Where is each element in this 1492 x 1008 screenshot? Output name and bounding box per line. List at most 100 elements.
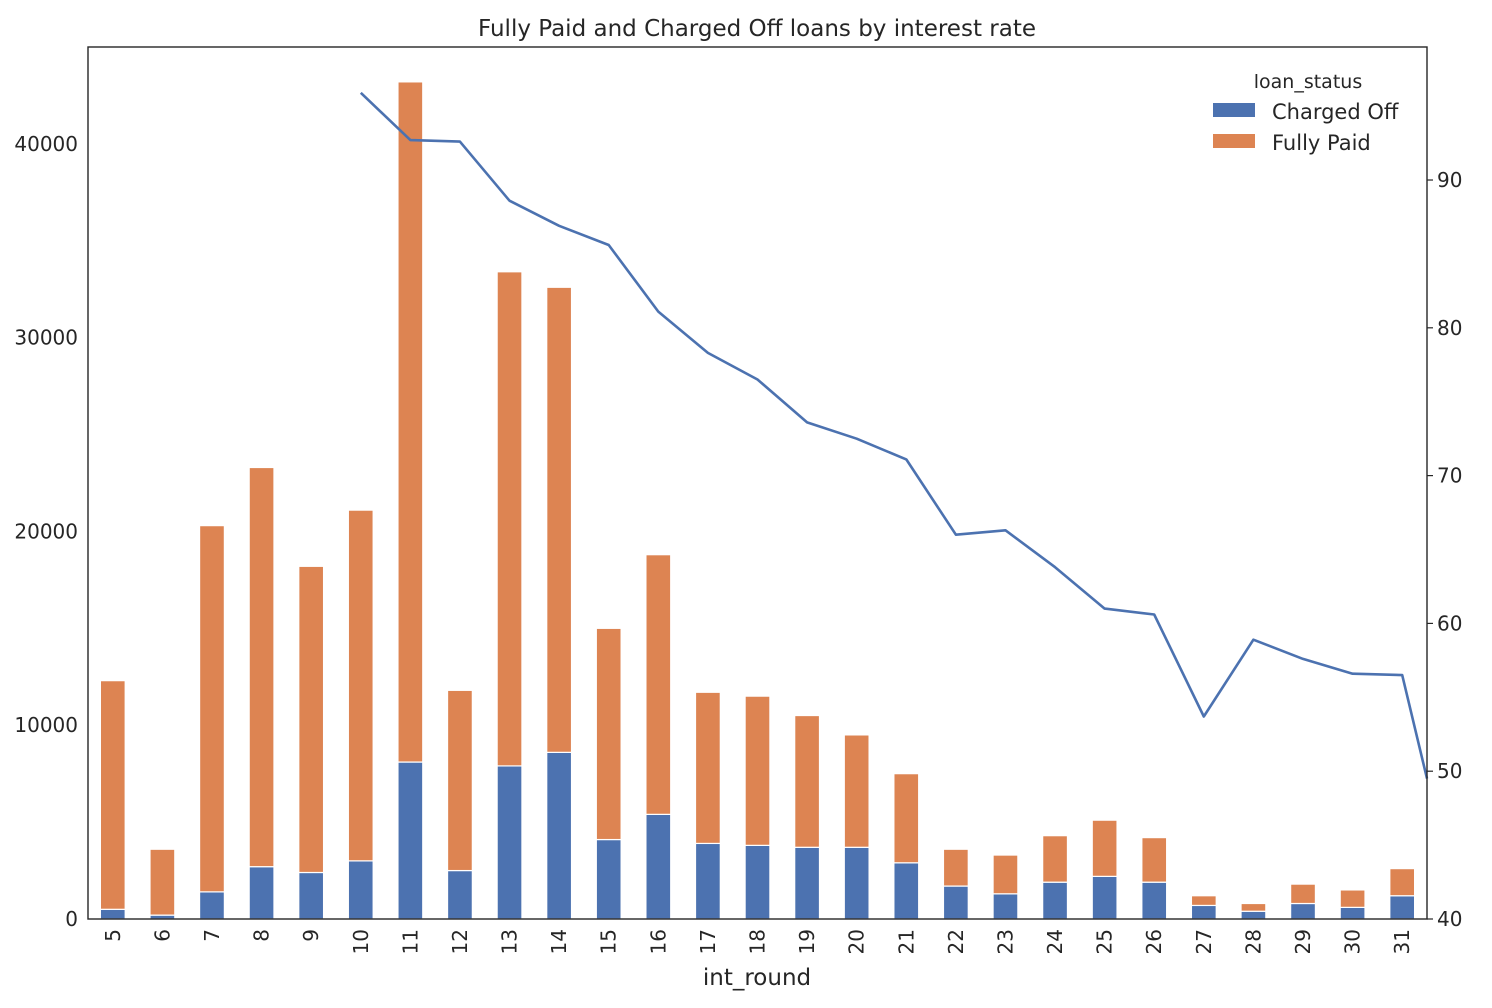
bar-fully-paid-7 (198, 525, 225, 893)
plot-frame (87, 46, 1428, 920)
bar-charged-off-9 (298, 871, 325, 920)
bar-fully-paid-12 (446, 689, 473, 872)
bar-fully-paid-25 (1091, 819, 1118, 877)
bar-fully-paid-16 (645, 554, 672, 815)
bar-charged-off-19 (794, 846, 821, 920)
bar-fully-paid-21 (893, 773, 920, 864)
bar-fully-paid-18 (744, 695, 771, 846)
legend: loan_status Charged Off Fully Paid (1213, 71, 1399, 155)
bar-fully-paid-20 (843, 734, 870, 848)
legend-label-fully-paid: Fully Paid (1272, 131, 1371, 155)
x-axis-ticks: 5 6 7 8 9 10 11 12 13 14 15 16 17 18 19 20 21 22 23 24 25 26 2… (101, 929, 1414, 954)
chart-title: Fully Paid and Charged Off loans by inte… (478, 16, 1036, 42)
bar-fully-paid-10 (347, 509, 374, 862)
y-tick-label-30000: 30000 (14, 326, 78, 350)
bar-charged-off-17 (694, 842, 721, 920)
bar-charged-off-11 (397, 761, 424, 920)
bar-charged-off-27 (1190, 904, 1217, 920)
bar-charged-off-18 (744, 844, 771, 920)
bar-fully-paid-9 (298, 565, 325, 874)
x-tick-label-14: 14 (547, 929, 571, 954)
x-tick-label-15: 15 (597, 929, 621, 954)
legend-swatch-fully-paid (1213, 134, 1255, 148)
bar-fully-paid-11 (397, 81, 424, 763)
bar-fully-paid-22 (942, 848, 969, 887)
bar-charged-off-30 (1339, 906, 1366, 920)
bar-fully-paid-26 (1141, 837, 1168, 883)
x-tick-label-23: 23 (993, 929, 1017, 954)
y-tick-label-40000: 40000 (14, 132, 78, 156)
bar-fully-paid-6 (149, 848, 176, 916)
bar-charged-off-10 (347, 860, 374, 920)
bar-charged-off-5 (99, 908, 126, 920)
x-tick-label-28: 28 (1241, 929, 1265, 954)
bar-fully-paid-17 (694, 691, 721, 845)
bar-fully-paid-31 (1389, 868, 1416, 897)
bar-fully-paid-30 (1339, 889, 1366, 908)
bar-charged-off-20 (843, 846, 870, 920)
bar-charged-off-12 (446, 869, 473, 920)
x-tick-label-27: 27 (1192, 929, 1216, 954)
x-tick-label-6: 6 (150, 929, 174, 942)
x-tick-label-16: 16 (646, 929, 670, 954)
y-tick-label-10000: 10000 (14, 713, 78, 737)
bar-charged-off-13 (496, 765, 523, 920)
bar-charged-off-26 (1141, 881, 1168, 920)
x-tick-label-17: 17 (696, 929, 720, 954)
x-tick-label-21: 21 (894, 929, 918, 954)
bar-fully-paid-13 (496, 271, 523, 767)
y-tick-label-20000: 20000 (14, 519, 78, 543)
bar-fully-paid-27 (1190, 895, 1217, 907)
bar-fully-paid-14 (546, 286, 573, 753)
x-tick-label-22: 22 (944, 929, 968, 954)
bar-charged-off-22 (942, 885, 969, 920)
x-tick-label-20: 20 (845, 929, 869, 954)
bar-fully-paid-15 (595, 627, 622, 841)
x-tick-label-19: 19 (795, 929, 819, 954)
y2-tick-label-60: 60 (1437, 611, 1462, 635)
bar-fully-paid-28 (1240, 902, 1267, 912)
x-tick-label-13: 13 (498, 929, 522, 954)
y-tick-label-0: 0 (65, 907, 78, 931)
y2-axis-ticks: 40 50 60 70 80 90 (1427, 168, 1462, 931)
y2-tick-label-70: 70 (1437, 464, 1462, 488)
x-tick-label-25: 25 (1093, 929, 1117, 954)
x-tick-label-31: 31 (1390, 929, 1414, 954)
x-tick-label-5: 5 (101, 929, 125, 942)
line-layer (359, 91, 1429, 779)
bar-fully-paid-29 (1290, 883, 1317, 905)
bar-fully-paid-23 (992, 854, 1019, 895)
bar-charged-off-31 (1389, 895, 1416, 920)
bar-fully-paid-8 (248, 466, 275, 868)
x-tick-label-8: 8 (250, 929, 274, 942)
bar-fully-paid-24 (1042, 835, 1069, 883)
bar-fully-paid-19 (794, 714, 821, 848)
legend-label-charged-off: Charged Off (1272, 100, 1399, 124)
x-axis-label: int_round (703, 965, 811, 991)
bar-charged-off-21 (893, 862, 920, 920)
x-tick-label-30: 30 (1341, 929, 1365, 954)
x-tick-label-24: 24 (1043, 929, 1067, 954)
bar-charged-off-8 (248, 866, 275, 920)
bar-charged-off-24 (1042, 881, 1069, 920)
x-tick-label-11: 11 (398, 929, 422, 954)
x-tick-label-9: 9 (299, 929, 323, 942)
bar-fully-paid-5 (99, 680, 126, 910)
y-axis-ticks: 0 10000 20000 30000 40000 (14, 132, 78, 931)
bar-charged-off-14 (546, 751, 573, 920)
x-tick-label-12: 12 (448, 929, 472, 954)
x-tick-label-18: 18 (746, 929, 770, 954)
bars-layer (99, 81, 1416, 920)
y2-tick-label-50: 50 (1437, 759, 1462, 783)
x-tick-label-10: 10 (349, 929, 373, 954)
bar-charged-off-23 (992, 893, 1019, 920)
x-tick-label-29: 29 (1291, 929, 1315, 954)
bar-charged-off-15 (595, 838, 622, 920)
rate-line (359, 91, 1429, 779)
x-tick-label-26: 26 (1142, 929, 1166, 954)
bar-charged-off-28 (1240, 910, 1267, 920)
bar-charged-off-25 (1091, 875, 1118, 920)
x-tick-label-7: 7 (200, 929, 224, 942)
y2-tick-label-90: 90 (1437, 168, 1462, 192)
